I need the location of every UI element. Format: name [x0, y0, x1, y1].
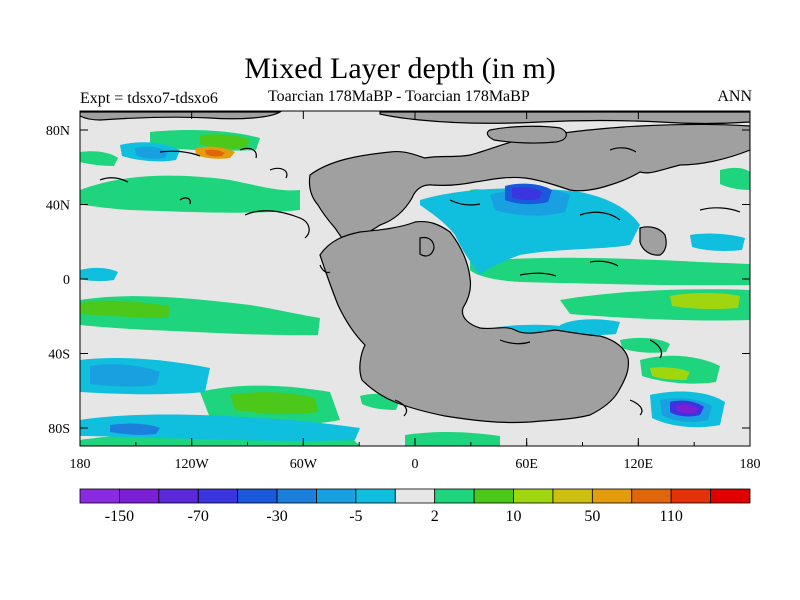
y-tick-label: 80N — [46, 124, 70, 139]
colorbar-swatch — [119, 488, 160, 504]
colorbar-swatch — [79, 488, 120, 504]
x-tick-label: 60E — [515, 457, 538, 472]
colorbar-swatch — [710, 488, 751, 504]
colorbar-swatch — [591, 488, 633, 504]
colorbar-label: -5 — [349, 508, 362, 525]
colorbar-label: -30 — [266, 508, 287, 525]
y-tick-label: 80S — [48, 422, 70, 437]
colorbar-swatch — [394, 488, 436, 504]
y-tick-label: 40N — [46, 199, 70, 214]
colorbar-swatch — [513, 488, 554, 504]
x-axis: 180 120W 60W 0 60E 120E 180 — [70, 111, 761, 472]
colorbar-swatch — [631, 488, 672, 504]
colorbar-swatch — [473, 488, 514, 504]
colorbar-swatch — [237, 488, 278, 504]
colorbar-label: 50 — [584, 508, 600, 525]
colorbar-label: 2 — [431, 508, 439, 525]
x-tick-label: 0 — [412, 457, 419, 472]
x-tick-label: 120W — [175, 457, 210, 472]
colorbar-swatch — [434, 488, 475, 504]
map-field — [80, 111, 750, 446]
colorbar-label: -150 — [105, 508, 134, 525]
x-tick-label: 180 — [740, 457, 761, 472]
colorbar-swatch — [158, 488, 199, 504]
y-tick-label: 0 — [63, 273, 70, 288]
experiment-label: Expt = tdsxo7-tdsxo6 — [80, 90, 218, 107]
colorbar-swatch — [355, 488, 396, 504]
colorbar-swatch — [197, 488, 239, 504]
period-label: Toarcian 178MaBP - Toarcian 178MaBP — [268, 88, 530, 105]
y-axis: 80N 40N 0 40S 80S — [46, 124, 750, 437]
colorbar-label: 10 — [506, 508, 522, 525]
colorbar-swatch — [552, 488, 593, 504]
colorbar-swatch — [316, 488, 357, 504]
coastline-fragments — [99, 147, 741, 417]
colorbar-label: -70 — [188, 508, 209, 525]
colorbar-label: 110 — [659, 508, 682, 525]
negative-anomaly-patches — [80, 129, 745, 441]
land-masses — [80, 111, 750, 424]
x-tick-label: 180 — [70, 457, 91, 472]
map-title: Mixed Layer depth (in m) — [244, 52, 556, 85]
colorbar: -150 -70 -30 -5 2 10 50 110 — [79, 488, 751, 525]
positive-anomaly-patches — [80, 130, 750, 446]
x-tick-label: 120E — [624, 457, 654, 472]
y-tick-label: 40S — [48, 348, 70, 363]
season-label: ANN — [717, 88, 752, 105]
colorbar-swatch — [276, 488, 317, 504]
colorbar-swatch — [670, 488, 711, 504]
x-tick-label: 60W — [290, 457, 318, 472]
